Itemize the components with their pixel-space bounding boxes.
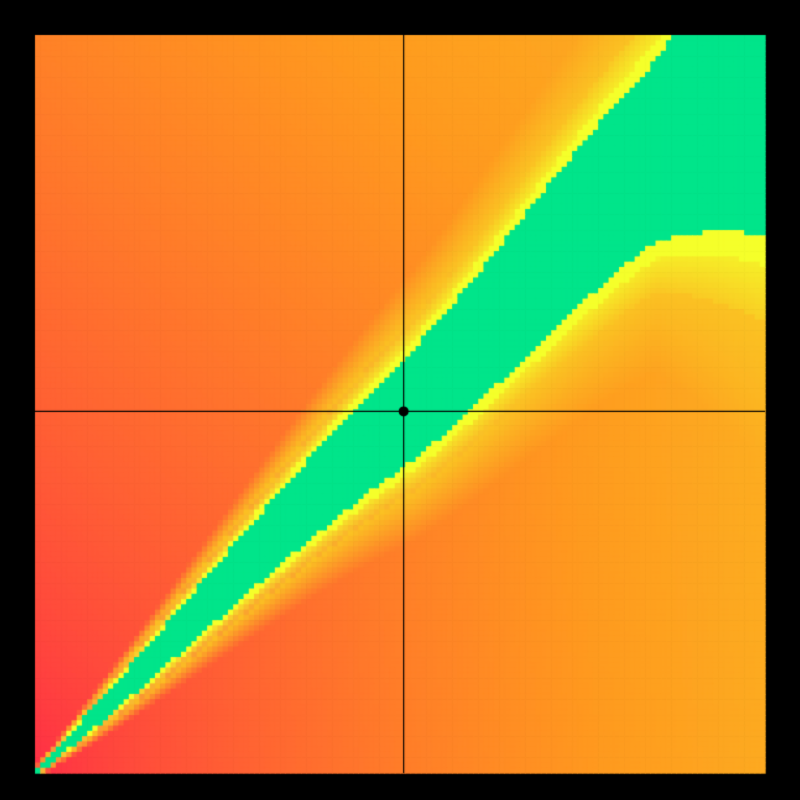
bottleneck-heatmap: [0, 0, 800, 800]
chart-container: TheBottleneck.com: [0, 0, 800, 800]
